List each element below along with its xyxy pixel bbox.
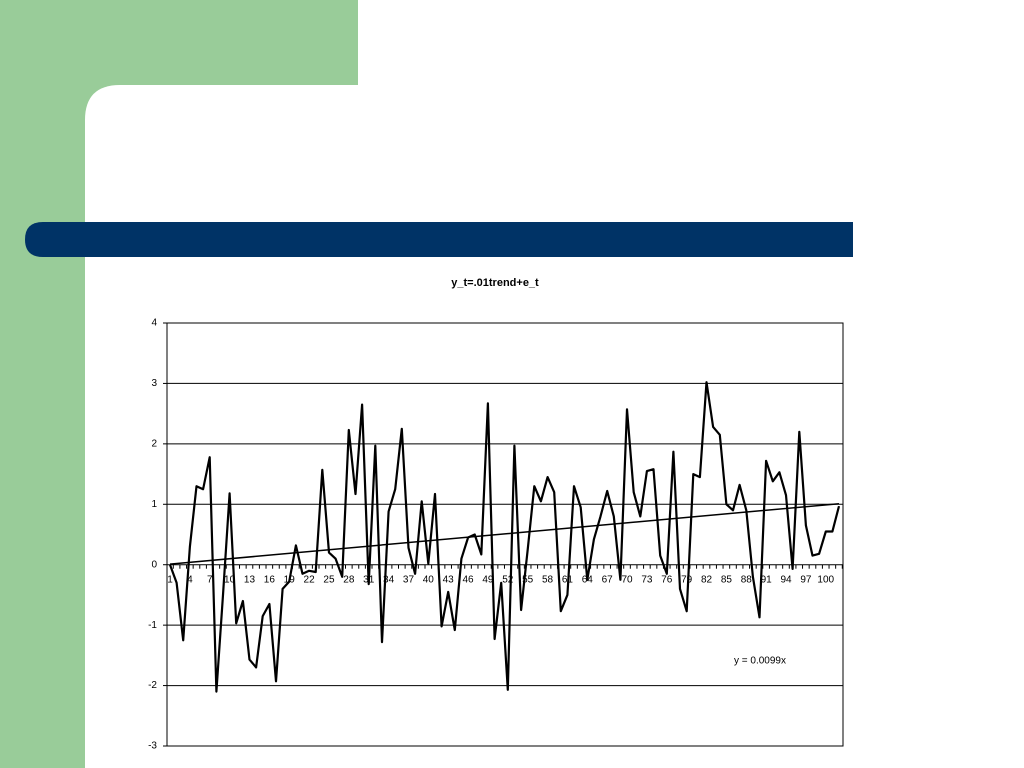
y-tick-label: 1 [151,499,157,510]
x-tick-label: 22 [304,574,316,585]
y-tick-label: 0 [151,559,157,570]
x-tick-label: 4 [187,574,193,585]
x-tick-label: 37 [403,574,415,585]
x-tick-label: 13 [244,574,256,585]
x-tick-label: 28 [343,574,355,585]
x-tick-label: 58 [542,574,554,585]
x-tick-label: 34 [383,574,395,585]
x-tick-label: 94 [780,574,792,585]
x-tick-label: 100 [817,574,834,585]
x-tick-label: 82 [701,574,713,585]
x-tick-label: 73 [641,574,653,585]
x-tick-label: 46 [463,574,475,585]
x-tick-label: 43 [443,574,455,585]
data-line [168,381,841,693]
trend-equation: y = 0.0099x [734,656,786,667]
x-tick-label: 7 [207,574,213,585]
x-tick-label: 10 [224,574,236,585]
x-tick-label: 70 [621,574,633,585]
y-tick-label: -3 [148,741,157,752]
x-tick-label: 49 [482,574,494,585]
trend-line [169,502,840,565]
y-tick-label: -1 [148,620,157,631]
x-tick-label: 40 [423,574,435,585]
header-bar [25,222,853,257]
x-tick-label: 88 [741,574,753,585]
x-tick-label: 55 [522,574,534,585]
y-tick-label: 4 [151,318,157,329]
x-tick-label: 67 [602,574,614,585]
x-tick-label: 52 [502,574,514,585]
x-tick-label: 91 [761,574,773,585]
x-tick-label: 16 [264,574,276,585]
x-tick-label: 1 [167,574,173,585]
x-tick-label: 79 [681,574,693,585]
x-tick-label: 25 [323,574,335,585]
y-tick-label: 2 [151,438,157,449]
chart-title: y_t=.01trend+e_t [451,277,539,289]
x-tick-label: 76 [661,574,673,585]
content-area [85,85,1024,768]
y-tick-label: -2 [148,680,157,691]
y-tick-label: 3 [151,378,157,389]
x-tick-label: 85 [721,574,733,585]
x-tick-label: 97 [800,574,812,585]
